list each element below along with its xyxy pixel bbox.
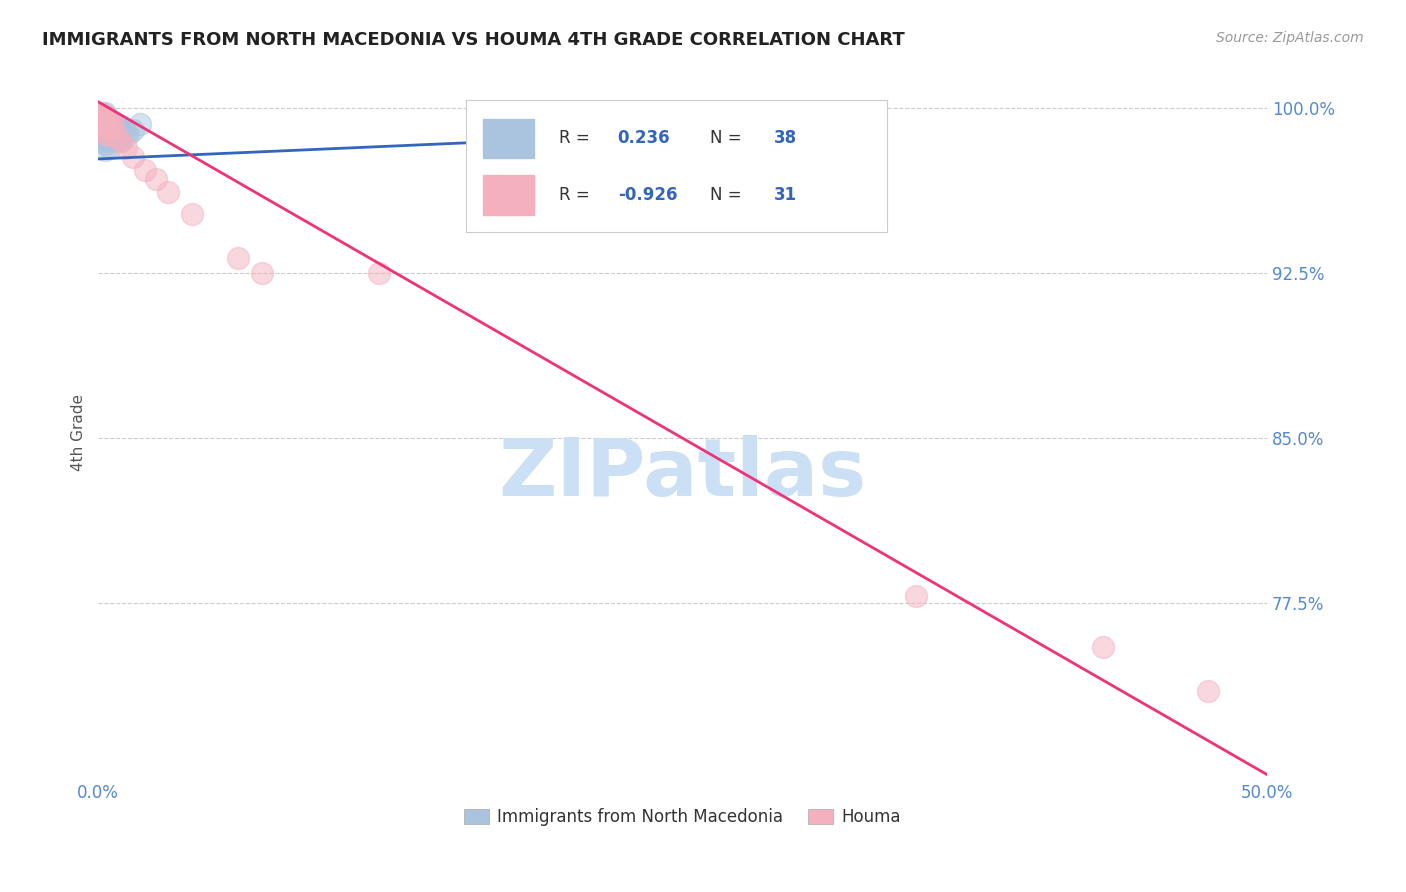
Point xyxy=(115,141,138,155)
Point xyxy=(367,266,389,280)
Point xyxy=(117,128,139,142)
Point xyxy=(101,134,124,148)
Text: ZIPatlas: ZIPatlas xyxy=(498,435,866,513)
Point xyxy=(96,123,118,137)
Y-axis label: 4th Grade: 4th Grade xyxy=(72,394,86,471)
Point xyxy=(94,117,117,131)
Point xyxy=(94,110,117,124)
Point xyxy=(89,121,111,136)
Point xyxy=(110,134,132,148)
Point xyxy=(250,266,273,280)
Point xyxy=(94,136,117,151)
Point xyxy=(905,590,928,604)
Point xyxy=(89,108,111,122)
Point xyxy=(94,112,117,127)
Point xyxy=(96,128,118,142)
Point xyxy=(180,207,202,221)
Point xyxy=(1197,684,1219,698)
Point xyxy=(105,121,128,136)
Point xyxy=(89,112,111,127)
Point xyxy=(98,117,121,131)
Point xyxy=(103,123,125,137)
Point xyxy=(108,132,131,146)
Point xyxy=(91,126,114,140)
Point xyxy=(98,141,121,155)
Point xyxy=(103,132,125,146)
Point xyxy=(101,117,124,131)
Point xyxy=(112,123,135,137)
Point xyxy=(98,114,121,128)
Point xyxy=(122,150,145,164)
Point xyxy=(105,132,128,146)
Point xyxy=(89,108,111,122)
Text: IMMIGRANTS FROM NORTH MACEDONIA VS HOUMA 4TH GRADE CORRELATION CHART: IMMIGRANTS FROM NORTH MACEDONIA VS HOUMA… xyxy=(42,31,905,49)
Point xyxy=(94,121,117,136)
Point xyxy=(157,185,180,199)
Point xyxy=(89,114,111,128)
Point xyxy=(94,105,117,120)
Point xyxy=(91,117,114,131)
Point xyxy=(96,132,118,146)
Point xyxy=(96,110,118,124)
Point xyxy=(101,114,124,128)
Point xyxy=(91,110,114,124)
Point xyxy=(103,121,125,136)
Point xyxy=(145,171,167,186)
Point xyxy=(115,126,138,140)
Point xyxy=(134,162,156,177)
Point xyxy=(94,108,117,122)
Point xyxy=(89,121,111,136)
Point xyxy=(1092,640,1115,654)
Point xyxy=(98,123,121,137)
Point xyxy=(91,119,114,133)
Point xyxy=(91,112,114,127)
Point xyxy=(129,117,152,131)
Point xyxy=(122,123,145,137)
Point xyxy=(89,126,111,140)
Point xyxy=(89,110,111,124)
Point xyxy=(91,114,114,128)
Point xyxy=(89,130,111,145)
Point xyxy=(96,110,118,124)
Point xyxy=(89,134,111,148)
Point xyxy=(90,105,112,120)
Text: Source: ZipAtlas.com: Source: ZipAtlas.com xyxy=(1216,31,1364,45)
Legend: Immigrants from North Macedonia, Houma: Immigrants from North Macedonia, Houma xyxy=(457,802,908,833)
Point xyxy=(98,123,121,137)
Point xyxy=(105,130,128,145)
Point xyxy=(94,143,117,157)
Point xyxy=(91,128,114,142)
Point xyxy=(89,117,111,131)
Point xyxy=(226,251,249,265)
Point xyxy=(108,123,131,137)
Point xyxy=(110,134,132,148)
Point xyxy=(110,121,132,136)
Point xyxy=(89,117,111,131)
